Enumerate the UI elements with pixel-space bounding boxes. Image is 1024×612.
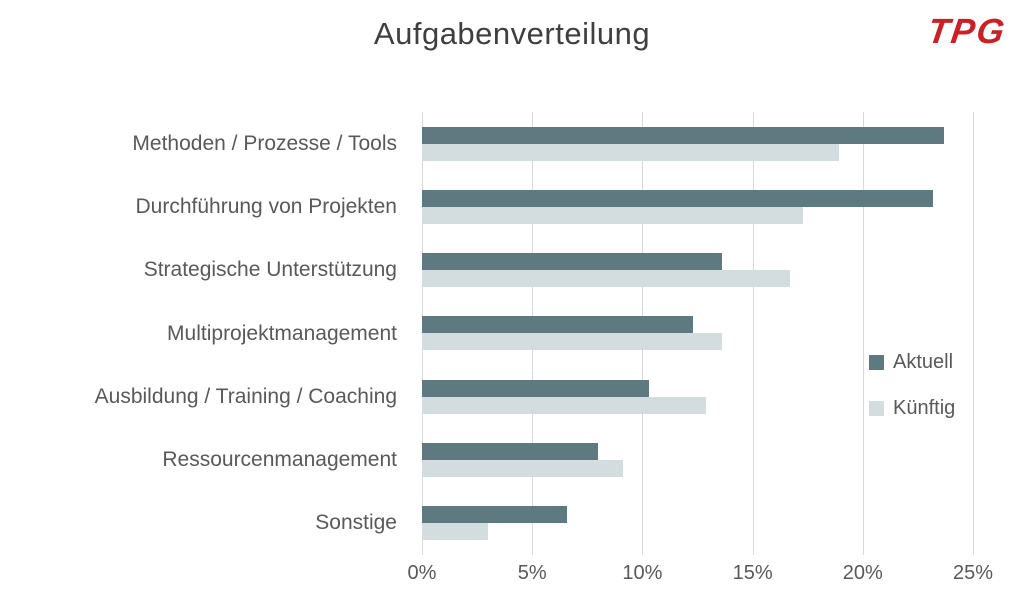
bar-künftig: [422, 206, 804, 224]
bar-künftig: [422, 143, 839, 161]
bar-künftig: [422, 460, 623, 478]
x-tick-label: 20%: [842, 562, 883, 584]
legend-label-aktuell: Aktuell: [893, 351, 954, 373]
category-label: Durchführung von Projekten: [135, 194, 398, 218]
bar-group: [422, 239, 973, 302]
gridline-25%: [973, 112, 974, 555]
bar-aktuell: [422, 443, 599, 461]
x-tick-label: 10%: [622, 562, 663, 584]
x-tick-label: 5%: [517, 562, 547, 584]
chart-title: Aufgabenverteilung: [373, 16, 651, 51]
x-tick-label: 0%: [407, 562, 437, 584]
bar-künftig: [422, 396, 707, 414]
legend: Aktuell Künftig: [869, 351, 955, 420]
x-tick-label: 15%: [732, 562, 773, 584]
tpg-logo: TPG: [925, 12, 1009, 51]
category-label: Ausbildung / Training / Coaching: [94, 384, 397, 408]
legend-swatch-aktuell-icon: [869, 355, 884, 370]
bar-künftig: [422, 523, 489, 541]
category-label: Sonstige: [315, 511, 397, 535]
x-tick-label: 25%: [952, 562, 994, 584]
value-axis: 0% 5% 10% 15% 20% 25%: [408, 562, 993, 592]
category-label: Multiprojektmanagement: [167, 321, 397, 345]
category-axis: Methoden / Prozesse / Tools Durchführung …: [0, 112, 405, 555]
gridline-15%: [752, 112, 754, 555]
legend-label-kuenftig: Künftig: [893, 397, 956, 419]
bar-aktuell: [422, 189, 934, 207]
category-label: Ressourcenmanagement: [162, 448, 397, 472]
legend-item-kuenftig: Künftig: [869, 397, 955, 420]
bar-aktuell: [422, 316, 694, 334]
bar-aktuell: [422, 379, 649, 397]
plot-area: [422, 112, 974, 555]
legend-item-aktuell: Aktuell: [869, 351, 955, 374]
bar-künftig: [422, 333, 722, 351]
bar-aktuell: [422, 506, 568, 524]
bar-künftig: [422, 270, 791, 288]
gridline-20%: [862, 112, 864, 555]
bar-group: [422, 492, 973, 555]
bar-aktuell: [422, 253, 722, 271]
bar-group: [422, 175, 973, 238]
bar-group: [422, 365, 973, 428]
bar-group: [422, 112, 973, 175]
category-label: Strategische Unterstützung: [143, 258, 397, 282]
category-label: Methoden / Prozesse / Tools: [132, 131, 397, 155]
bar-group: [422, 302, 973, 365]
bar-aktuell: [422, 126, 945, 144]
legend-swatch-kuenftig-icon: [869, 401, 884, 416]
bar-group: [422, 428, 973, 491]
